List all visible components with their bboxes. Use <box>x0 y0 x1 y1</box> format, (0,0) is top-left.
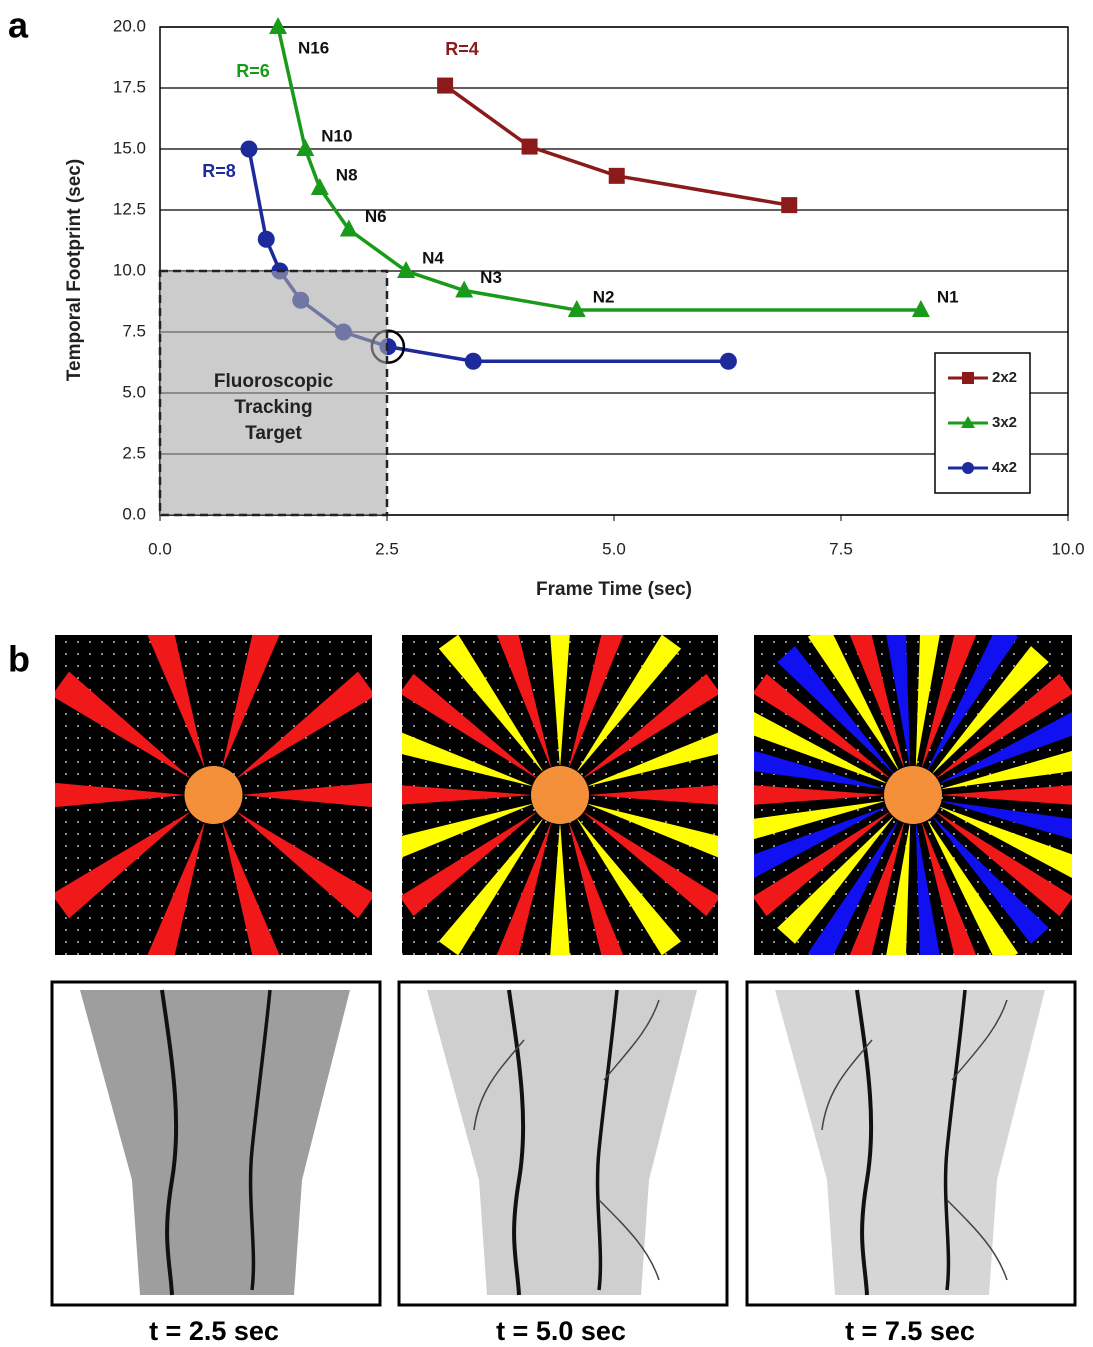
y-tick-label: 5.0 <box>122 382 146 401</box>
marker <box>258 231 275 248</box>
marker <box>465 353 482 370</box>
y-tick-label: 0.0 <box>122 504 146 523</box>
point-label: N4 <box>422 248 444 267</box>
caption: t = 2.5 sec <box>149 1316 279 1346</box>
point-label: N3 <box>480 268 502 287</box>
caption: t = 5.0 sec <box>496 1316 626 1346</box>
series-annotation: R=6 <box>236 61 270 81</box>
star-diagrams <box>24 605 1093 985</box>
point-label: N2 <box>593 288 615 307</box>
point-label: N8 <box>336 166 358 185</box>
y-tick-label: 15.0 <box>113 138 146 157</box>
center-disc <box>884 766 942 824</box>
x-tick-label: 5.0 <box>602 539 626 558</box>
point-label: N1 <box>937 288 959 307</box>
legend-label: 4x2 <box>992 459 1017 476</box>
target-label: Tracking <box>234 397 312 418</box>
marker <box>522 139 538 155</box>
x-tick-label: 0.0 <box>148 539 172 558</box>
marker <box>296 139 314 156</box>
center-disc <box>531 766 589 824</box>
star-panel <box>723 605 1093 985</box>
y-tick-label: 2.5 <box>122 443 146 462</box>
point-label: N6 <box>365 207 387 226</box>
series-line <box>445 86 789 206</box>
x-tick-label: 2.5 <box>375 539 399 558</box>
legend-label: 3x2 <box>992 414 1017 431</box>
marker <box>781 197 797 213</box>
star-panel <box>370 605 749 984</box>
y-tick-label: 7.5 <box>122 321 146 340</box>
y-axis-label: Temporal Footprint (sec) <box>64 159 85 381</box>
marker <box>269 17 287 34</box>
marker <box>397 261 415 278</box>
x-axis-label: Frame Time (sec) <box>536 579 692 600</box>
y-tick-label: 17.5 <box>113 77 146 96</box>
marker <box>240 141 257 158</box>
target-label: Fluoroscopic <box>214 371 334 392</box>
target-label: Target <box>245 423 302 444</box>
x-tick-label: 7.5 <box>829 539 853 558</box>
series-annotation: R=4 <box>445 39 479 59</box>
y-tick-label: 10.0 <box>113 260 146 279</box>
series-annotation: R=8 <box>202 161 236 181</box>
point-label: N10 <box>321 126 352 145</box>
star-panel <box>24 610 403 980</box>
target-box <box>160 271 387 515</box>
legend-marker <box>962 372 974 384</box>
marker <box>437 78 453 94</box>
legend-label: 2x2 <box>992 369 1017 386</box>
marker <box>311 178 329 195</box>
legend-marker <box>962 462 974 474</box>
marker <box>720 353 737 370</box>
marker <box>609 168 625 184</box>
point-label: N16 <box>298 38 329 57</box>
caption: t = 7.5 sec <box>845 1316 975 1346</box>
y-tick-label: 20.0 <box>113 16 146 35</box>
angiograms <box>52 982 1075 1305</box>
panel-label: a <box>8 5 29 46</box>
center-disc <box>185 766 243 824</box>
x-tick-label: 10.0 <box>1051 539 1084 558</box>
figure: a b Frame Time (sec) Temporal Footprint … <box>0 0 1093 1347</box>
y-tick-label: 12.5 <box>113 199 146 218</box>
panel-label: b <box>8 639 30 680</box>
